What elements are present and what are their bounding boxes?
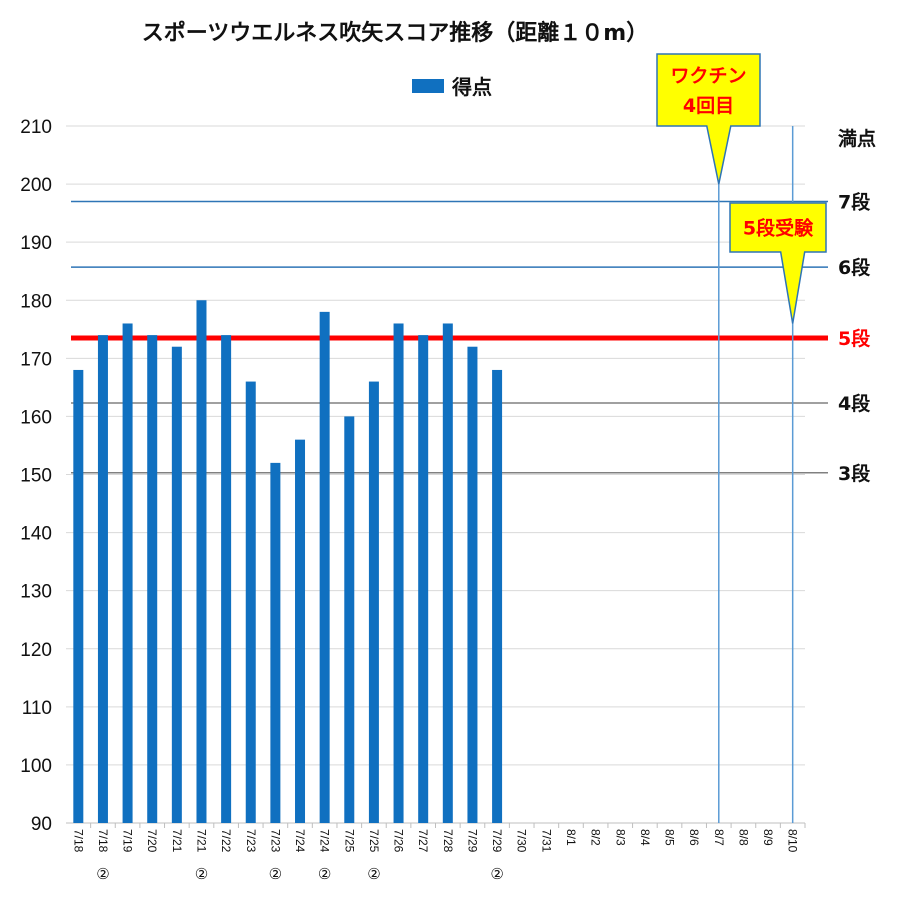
y-tick-label: 100 <box>20 756 52 777</box>
x-tick-label: 7/30 <box>515 829 529 853</box>
x-tick-label: 7/23 <box>244 829 258 853</box>
y-tick-label: 140 <box>20 524 52 545</box>
y-tick-label: 150 <box>20 466 52 487</box>
x-tick-label: 7/22 <box>219 829 233 853</box>
x-tick-label: 8/10 <box>786 829 800 853</box>
bar <box>492 369 503 823</box>
x-tick-sub-mark: ② <box>269 865 282 883</box>
x-tick-label: 7/20 <box>145 829 159 853</box>
x-tick-label: 8/2 <box>589 829 603 846</box>
x-tick-label: 7/29 <box>465 829 479 853</box>
x-tick-label: 8/3 <box>613 829 627 846</box>
bar <box>171 346 182 823</box>
x-tick-label: 7/27 <box>416 829 430 853</box>
x-tick-sub-mark: ② <box>490 865 503 883</box>
reference-label: 3段 <box>838 462 871 485</box>
y-tick-label: 170 <box>20 349 52 370</box>
x-tick-label: 8/5 <box>663 829 677 846</box>
y-tick-label: 160 <box>20 407 52 428</box>
x-tick-label: 7/18 <box>71 829 85 853</box>
reference-label: 7段 <box>838 191 871 214</box>
legend-label: 得点 <box>451 75 492 99</box>
x-tick-label: 8/9 <box>761 829 775 846</box>
bar <box>73 369 84 823</box>
reference-label: 4段 <box>838 392 871 415</box>
bar <box>122 323 133 823</box>
reference-label: 満点 <box>838 128 876 150</box>
bar <box>467 346 478 823</box>
x-tick-label: 7/21 <box>194 829 208 853</box>
y-tick-label: 130 <box>20 582 52 603</box>
callout-box <box>656 53 761 185</box>
x-tick-sub-mark: ② <box>367 865 380 883</box>
x-tick-label: 7/18 <box>96 829 110 853</box>
x-tick-label: 8/6 <box>687 829 701 846</box>
callout-box <box>729 202 827 324</box>
x-tick-label: 7/23 <box>268 829 282 853</box>
reference-label: 5段 <box>838 327 871 350</box>
y-tick-label: 210 <box>20 117 52 138</box>
y-tick-label: 110 <box>22 698 52 719</box>
x-tick-label: 7/28 <box>441 829 455 853</box>
bar <box>270 462 281 823</box>
bar <box>442 323 453 823</box>
bar <box>368 381 379 823</box>
bar <box>418 335 429 823</box>
x-tick-label: 7/24 <box>318 829 332 853</box>
bar <box>196 300 207 823</box>
event-markers: ワクチン 4回目 5段受験 <box>656 53 827 823</box>
x-tick-label: 8/7 <box>712 829 726 846</box>
bar <box>221 335 232 823</box>
callout-label: ワクチン <box>670 65 746 87</box>
callout-label: 5段受験 <box>743 217 814 240</box>
x-tick-label: 7/25 <box>342 829 356 853</box>
bar <box>97 335 108 823</box>
x-tick-label: 8/8 <box>736 829 750 846</box>
y-tick-label: 90 <box>31 814 52 835</box>
bar <box>344 416 355 823</box>
x-tick-sub-mark: ② <box>318 865 331 883</box>
bars <box>73 300 503 823</box>
x-tick-label: 7/31 <box>539 829 553 853</box>
bar <box>245 381 256 823</box>
y-tick-label: 200 <box>20 175 52 196</box>
bar <box>295 439 306 823</box>
y-tick-label: 180 <box>20 291 52 312</box>
callout-label: 4回目 <box>683 95 734 117</box>
reference-label: 6段 <box>838 256 871 279</box>
y-tick-label: 190 <box>20 233 52 254</box>
x-tick-sub-mark: ② <box>96 865 109 883</box>
bar <box>393 323 404 823</box>
x-tick-label: 7/24 <box>293 829 307 853</box>
bar <box>147 335 158 823</box>
x-tick-label: 7/19 <box>121 829 135 853</box>
x-tick-sub-mark: ② <box>195 865 208 883</box>
y-tick-label: 120 <box>20 640 52 661</box>
x-tick-label: 8/1 <box>564 829 578 846</box>
chart-title: スポーツウエルネス吹矢スコア推移（距離１０m） <box>142 20 649 46</box>
x-tick-label: 7/25 <box>367 829 381 853</box>
bar <box>319 311 330 823</box>
y-axis-ticks: 90 100 110 120 130 140 150 160 170 180 190 200 210 <box>20 117 52 835</box>
x-tick-label: 7/29 <box>490 829 504 853</box>
x-tick-label: 7/21 <box>170 829 184 853</box>
legend-swatch <box>412 79 444 93</box>
x-tick-label: 8/4 <box>638 829 652 846</box>
x-tick-label: 7/26 <box>392 829 406 853</box>
